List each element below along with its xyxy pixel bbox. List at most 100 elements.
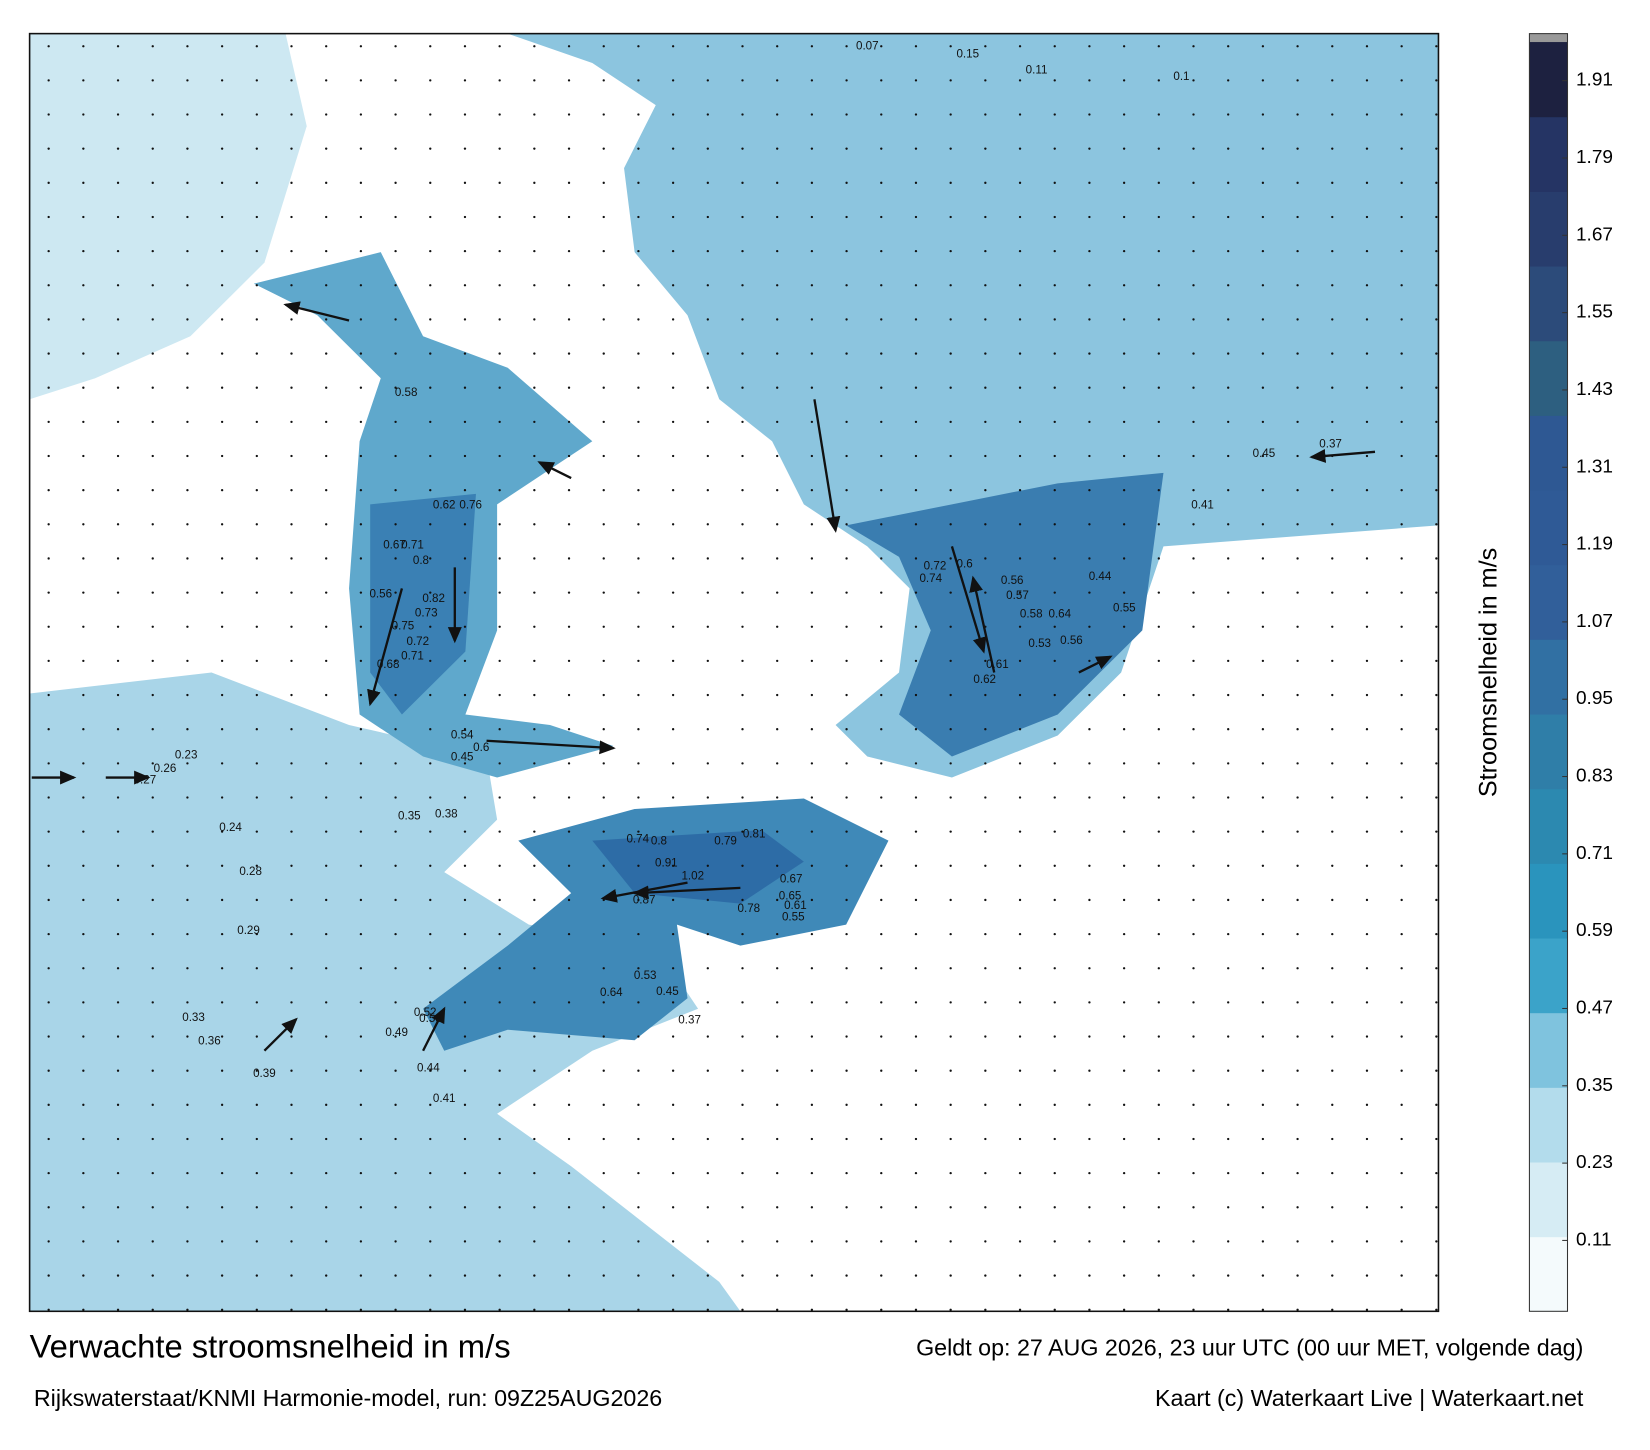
grid-dot — [498, 45, 501, 48]
grid-dot — [429, 1069, 432, 1072]
grid-dot — [1296, 181, 1299, 184]
grid-dot — [290, 1240, 293, 1243]
grid-dot — [1192, 318, 1195, 321]
grid-dot — [1435, 249, 1438, 253]
grid-dot — [1227, 1137, 1230, 1141]
grid-dot — [1018, 489, 1022, 492]
grid-dot — [1331, 762, 1334, 765]
grid-dot — [47, 113, 50, 116]
grid-dot — [1400, 386, 1403, 389]
grid-dot — [394, 693, 397, 697]
grid-dot — [82, 830, 85, 833]
grid-dot — [706, 762, 709, 765]
grid-dot — [394, 967, 397, 970]
grid-dot — [463, 1035, 467, 1038]
grid-dot — [394, 386, 397, 389]
grid-dot — [463, 79, 467, 82]
grid-dot — [1261, 318, 1265, 321]
grid-dot — [949, 830, 952, 833]
colorbar-band — [1529, 415, 1568, 491]
grid-dot — [671, 1274, 675, 1277]
grid-dot — [151, 659, 154, 663]
grid-dot — [1122, 1206, 1126, 1209]
grid-dot — [290, 967, 293, 970]
grid-dot — [1088, 898, 1091, 902]
grid-dot — [914, 147, 918, 150]
grid-dot — [325, 1171, 328, 1175]
grid-dot — [949, 1206, 952, 1209]
grid-dot — [880, 1035, 883, 1038]
grid-dot — [47, 1137, 50, 1141]
map: 0.820.730.750.720.710.680.62 0.760.670.71… — [29, 33, 1439, 1312]
grid-dot — [949, 762, 952, 765]
grid-dot — [394, 147, 397, 150]
grid-dot — [82, 762, 85, 765]
grid-dot — [1331, 1206, 1334, 1209]
grid-dot — [1331, 352, 1334, 355]
grid-dot — [637, 147, 640, 150]
grid-dot — [810, 830, 814, 833]
grid-dot — [1122, 1240, 1126, 1243]
grid-dot — [1018, 352, 1022, 355]
grid-dot — [949, 1171, 952, 1175]
grid-dot — [151, 557, 154, 560]
speed-label: 0.8 — [413, 555, 429, 567]
grid-dot — [984, 1206, 987, 1209]
grid-dot — [1400, 284, 1403, 287]
grid-dot — [706, 113, 709, 116]
grid-dot — [1400, 1103, 1403, 1106]
grid-dot — [845, 864, 848, 867]
grid-dot — [1157, 420, 1160, 424]
grid-dot — [82, 1103, 85, 1106]
grid-dot — [255, 830, 258, 833]
speed-label: 0.67 — [780, 874, 803, 886]
speed-label: 0.44 — [417, 1063, 440, 1075]
grid-dot — [325, 318, 328, 321]
grid-dot — [671, 1171, 675, 1175]
grid-dot — [637, 1103, 640, 1106]
grid-dot — [1088, 1035, 1091, 1038]
grid-dot — [533, 625, 536, 628]
grid-dot — [602, 1137, 605, 1141]
grid-dot — [325, 967, 328, 970]
grid-dot — [1122, 1171, 1126, 1175]
colorbar-tick-label: 0.35 — [1576, 1075, 1613, 1096]
grid-dot — [741, 1240, 744, 1243]
grid-dot — [255, 932, 258, 936]
grid-dot — [220, 1103, 224, 1106]
grid-dot — [463, 1103, 467, 1106]
grid-dot — [810, 420, 814, 424]
grid-dot — [1435, 352, 1438, 355]
grid-dot — [637, 386, 640, 389]
grid-dot — [82, 489, 85, 492]
grid-dot — [706, 932, 709, 936]
grid-dot — [845, 454, 848, 458]
grid-dot — [1018, 523, 1022, 526]
grid-dot — [394, 1103, 397, 1106]
grid-dot — [810, 1035, 814, 1038]
colorbar-tick-label: 1.67 — [1576, 224, 1613, 245]
grid-dot — [255, 591, 258, 594]
grid-dot — [1261, 932, 1265, 936]
grid-dot — [255, 386, 258, 389]
grid-dot — [845, 79, 848, 82]
speed-label: 0.44 — [1089, 571, 1112, 583]
grid-dot — [533, 1103, 536, 1106]
grid-dot — [1331, 967, 1334, 970]
grid-dot — [776, 489, 779, 492]
grid-dot — [325, 830, 328, 833]
grid-dot — [47, 625, 50, 628]
grid-dot — [1435, 932, 1438, 936]
grid-dot — [151, 1308, 154, 1311]
grid-dot — [1227, 113, 1230, 116]
grid-dot — [845, 1137, 848, 1141]
grid-dot — [220, 1274, 224, 1277]
grid-dot — [1365, 625, 1369, 628]
grid-dot — [1296, 420, 1299, 424]
grid-dot — [325, 386, 328, 389]
grid-dot — [984, 420, 987, 424]
grid-dot — [1157, 1274, 1160, 1277]
grid-dot — [533, 523, 536, 526]
grid-dot — [1331, 284, 1334, 287]
grid-dot — [949, 591, 952, 594]
